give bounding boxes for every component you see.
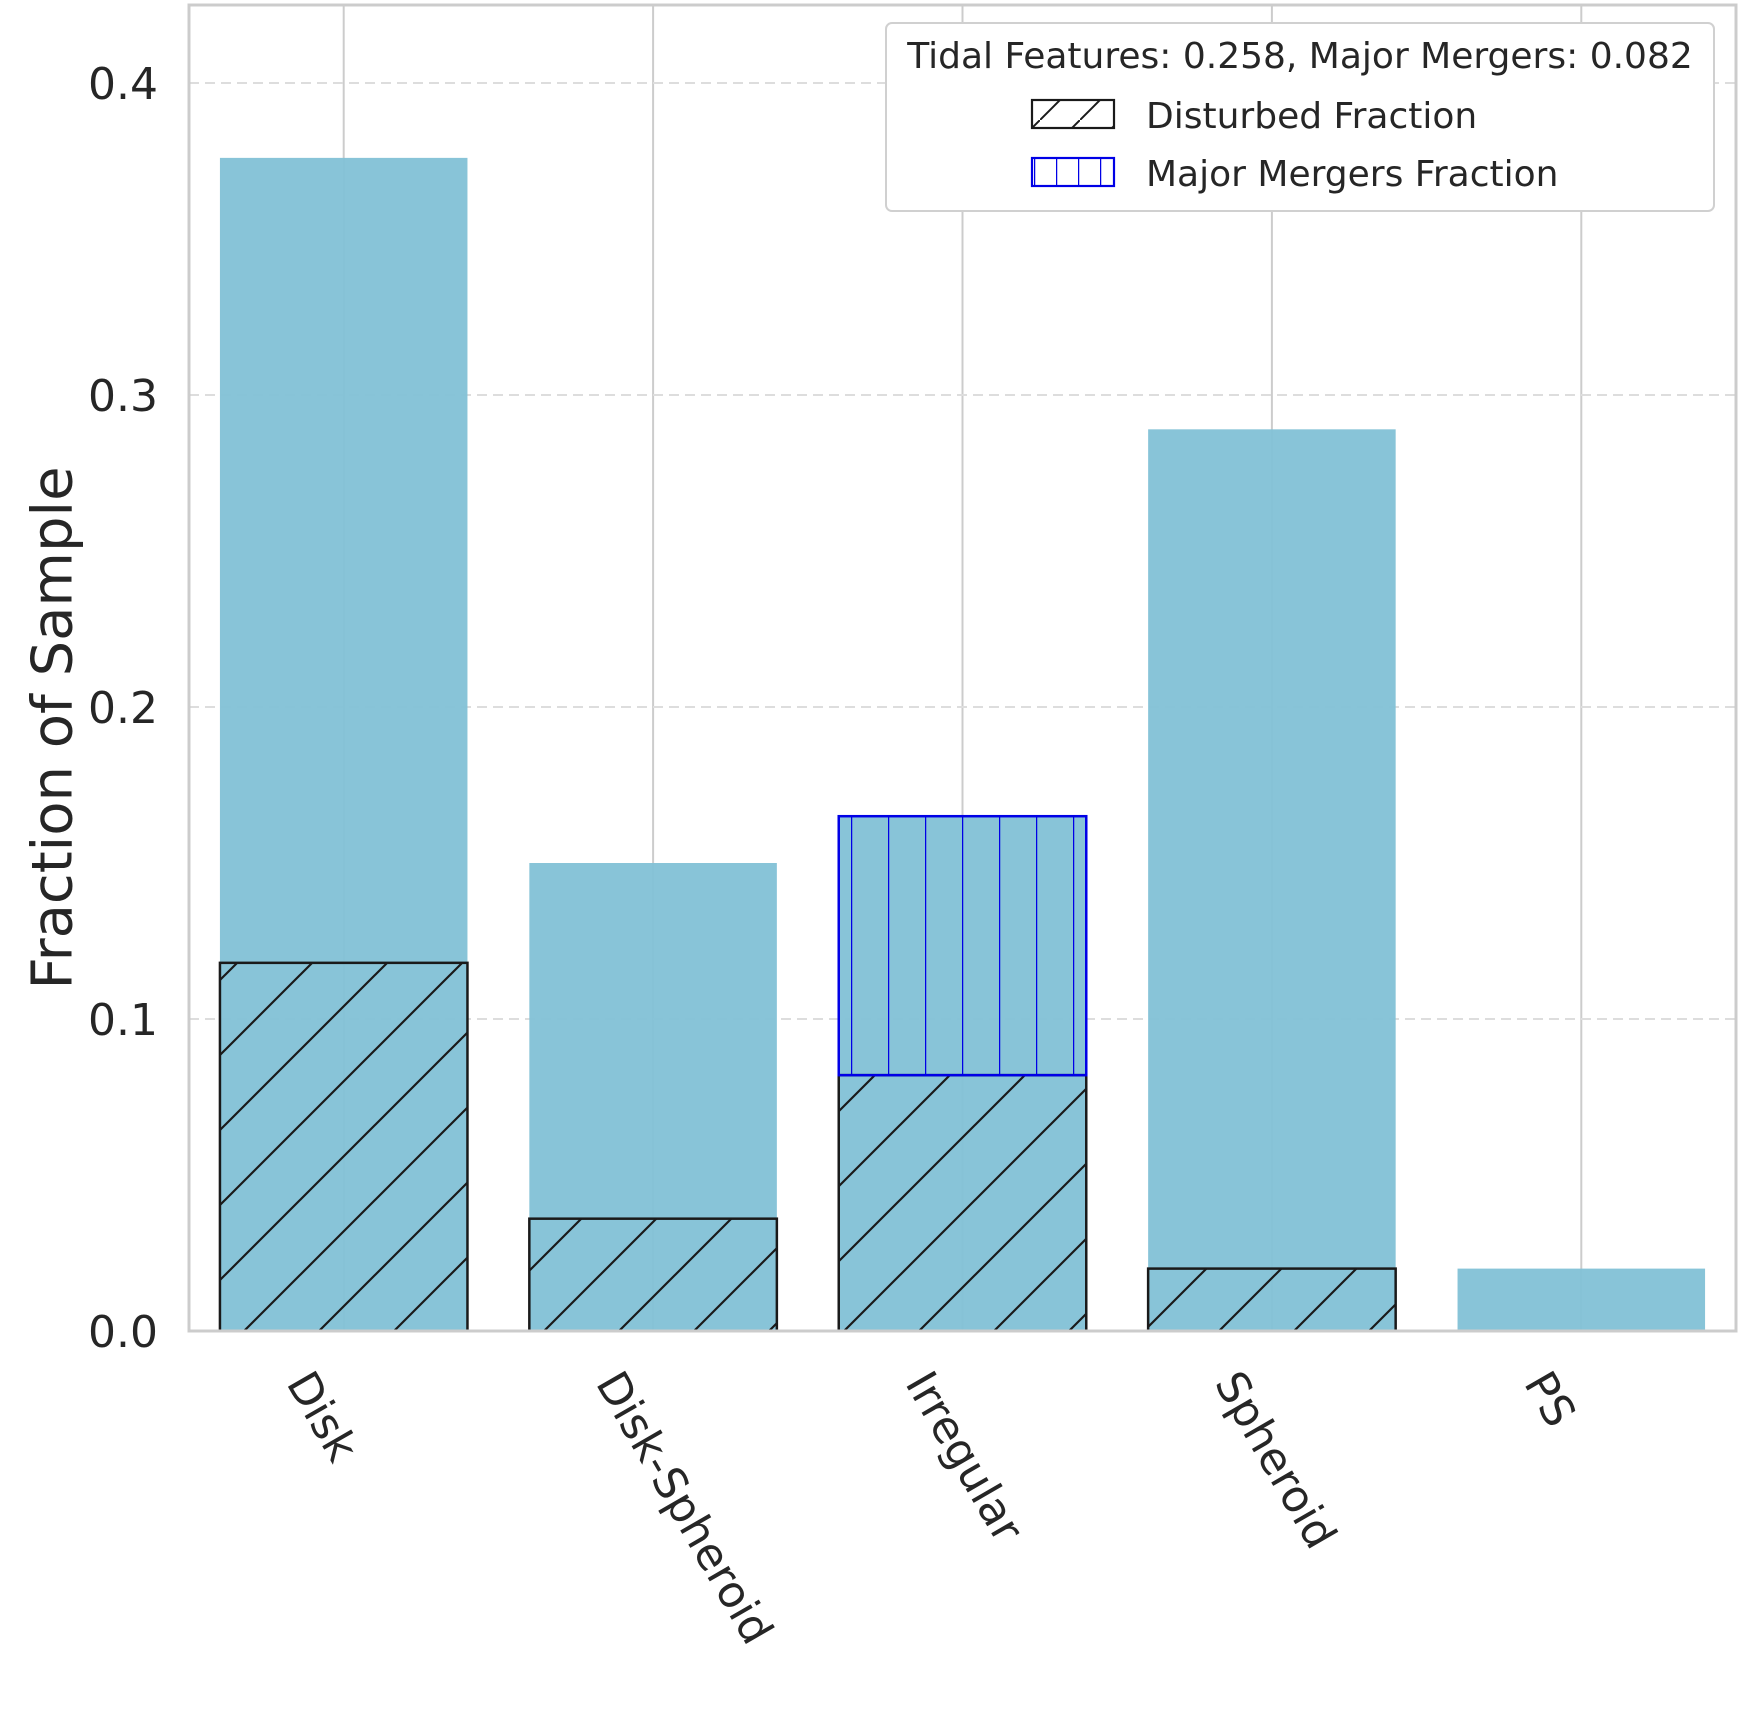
- x-tick-label: Disk: [276, 1363, 368, 1471]
- x-tick-label: PS: [1514, 1363, 1585, 1436]
- bar: [1148, 429, 1396, 1331]
- y-tick-label: 0.2: [88, 683, 158, 734]
- merger-bar: [837, 814, 1088, 1077]
- disturbed-bar: [528, 1217, 779, 1333]
- legend: Tidal Features: 0.258, Major Mergers: 0.…: [885, 22, 1715, 212]
- legend-title: Tidal Features: 0.258, Major Mergers: 0.…: [906, 36, 1693, 77]
- legend-label-disturbed: Disturbed Fraction: [1146, 96, 1477, 137]
- disturbed-bar: [837, 1073, 1088, 1333]
- y-tick-label: 0.3: [88, 371, 158, 422]
- legend-swatch-mergers: [1030, 156, 1116, 188]
- legend-label-mergers: Major Mergers Fraction: [1146, 154, 1558, 195]
- y-tick-label: 0.0: [88, 1307, 158, 1358]
- disturbed-bar: [1146, 1267, 1397, 1333]
- y-tick-label: 0.1: [88, 995, 158, 1046]
- x-tick-label: Disk-Spheroid: [586, 1363, 783, 1653]
- legend-swatch-disturbed: [1030, 98, 1116, 130]
- disturbed-bar: [218, 961, 469, 1333]
- bar: [1457, 1268, 1706, 1331]
- x-tick-label: Spheroid: [1204, 1363, 1346, 1557]
- y-tick-label: 0.4: [88, 59, 158, 110]
- x-tick-label: Irregular: [895, 1363, 1033, 1552]
- plot-frame: [187, 3, 1738, 1333]
- bar-layer: [218, 157, 1706, 1333]
- y-axis-label: Fraction of Sample: [21, 466, 86, 989]
